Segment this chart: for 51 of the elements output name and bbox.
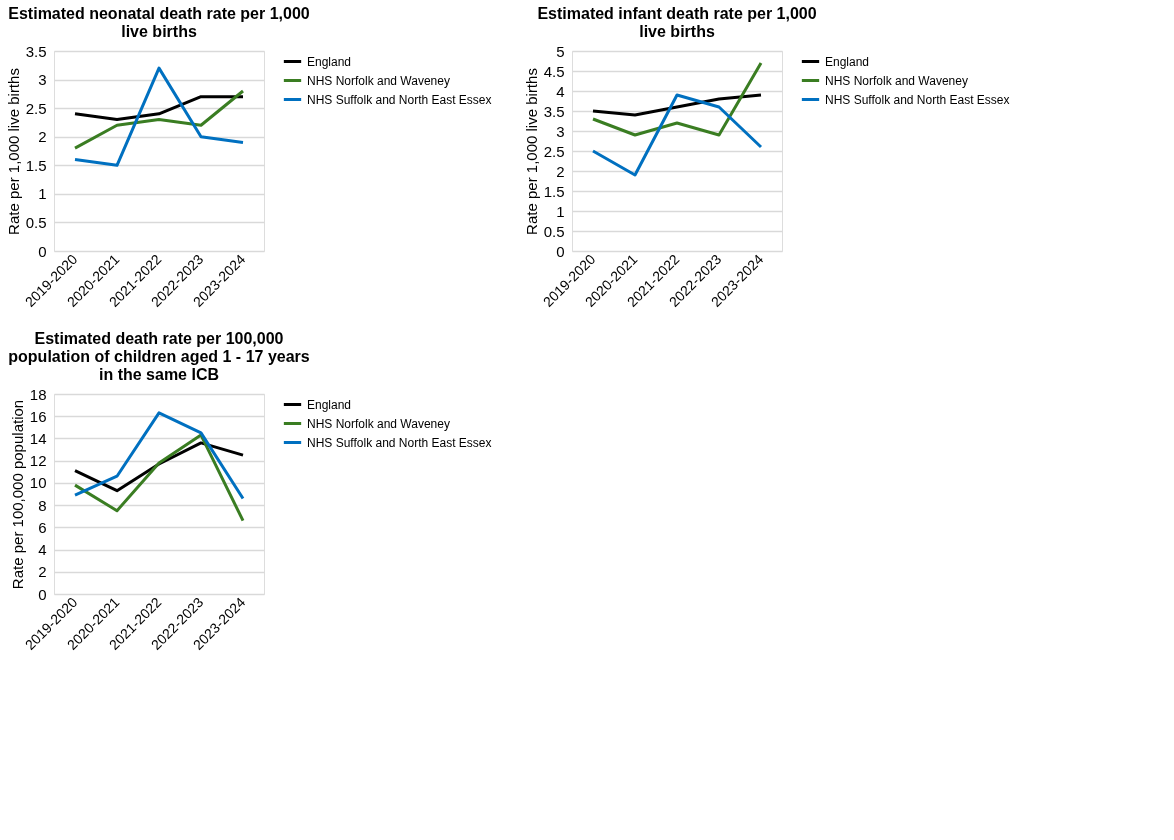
chart-title: Estimated neonatal death rate per 1,000 live births (8, 5, 310, 40)
legend-label: England (825, 54, 870, 69)
y-tick-label: 14 (29, 429, 47, 447)
y-tick-label: 0 (38, 585, 47, 603)
y-tick-label: 3.5 (25, 42, 47, 60)
legend-label: England (307, 54, 352, 69)
y-tick-label: 6 (38, 518, 47, 536)
y-tick-label: 12 (29, 452, 47, 470)
legend-label: NHS Suffolk and North East Essex (307, 92, 492, 107)
y-tick-label: 0 (38, 242, 47, 260)
y-tick-label: 0 (556, 242, 565, 260)
y-tick-label: 4 (556, 82, 565, 100)
y-axis-title: Rate per 1,000 live births (522, 68, 540, 235)
y-tick-label: 8 (38, 496, 47, 514)
y-tick-label: 2 (38, 128, 47, 146)
y-tick-label: 2.5 (25, 99, 47, 117)
y-tick-label: 1.5 (543, 182, 565, 200)
y-tick-label: 2.5 (543, 142, 565, 160)
y-tick-label: 16 (29, 407, 47, 425)
y-tick-label: 4 (38, 541, 47, 559)
line-series (73, 411, 245, 500)
y-tick-label: 3 (556, 122, 565, 140)
y-axis-title: Rate per 1,000 live births (4, 68, 22, 235)
y-tick-label: 2 (556, 162, 565, 180)
legend-label: NHS Norfolk and Waveney (307, 416, 450, 431)
line-series (73, 433, 245, 523)
y-tick-label: 0.5 (543, 222, 565, 240)
y-tick-label: 3 (38, 71, 47, 89)
y-tick-label: 0.5 (25, 213, 47, 231)
legend-label: NHS Norfolk and Waveney (307, 73, 450, 88)
line-series (591, 61, 763, 137)
chart-title: Estimated death rate per 100,000 population of children aged 1 - 17 years in the same ICB (8, 330, 310, 383)
y-axis-title: Rate per 100,000 population (8, 399, 26, 590)
legend-label: NHS Suffolk and North East Essex (825, 92, 1010, 107)
chart-title: Estimated infant death rate per 1,000 live births (537, 5, 817, 40)
y-tick-label: 1 (38, 185, 47, 203)
y-tick-label: 1 (556, 202, 565, 220)
y-tick-label: 4.5 (543, 62, 565, 80)
y-tick-label: 3.5 (543, 102, 565, 120)
y-tick-label: 5 (556, 42, 565, 60)
legend-label: England (307, 397, 352, 412)
y-tick-label: 2 (38, 563, 47, 581)
line-series (73, 66, 245, 167)
legend-label: NHS Suffolk and North East Essex (307, 435, 492, 450)
line-series (591, 93, 763, 177)
line-series (73, 89, 245, 150)
y-tick-label: 10 (29, 474, 47, 492)
line-series (591, 93, 763, 117)
y-tick-label: 18 (29, 385, 47, 403)
legend-label: NHS Norfolk and Waveney (825, 73, 968, 88)
y-tick-label: 1.5 (25, 156, 47, 174)
